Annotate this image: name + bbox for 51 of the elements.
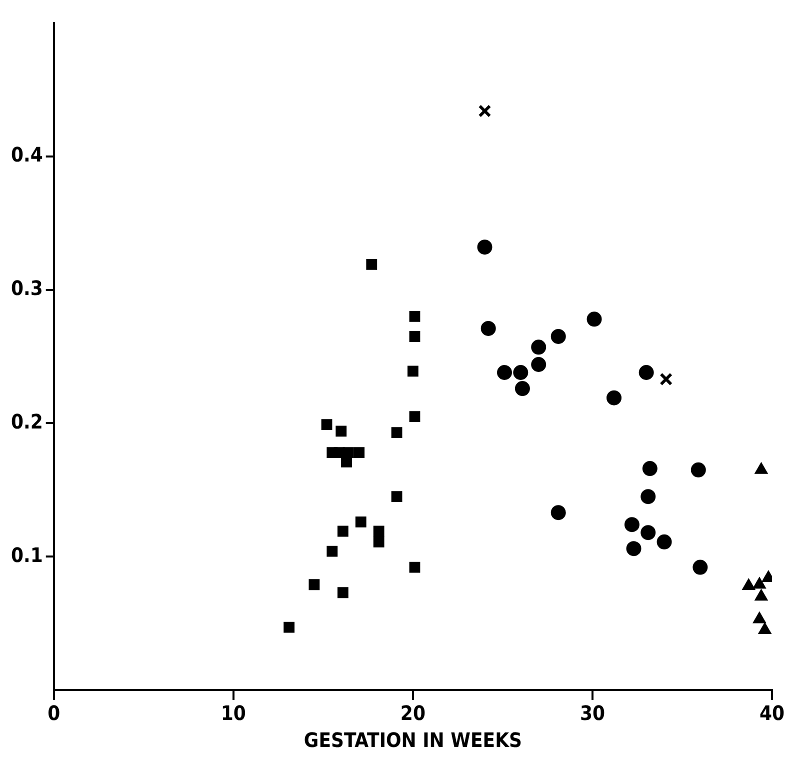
- point: [638, 365, 654, 380]
- point: [409, 311, 420, 322]
- point: [308, 579, 320, 590]
- point: [391, 427, 402, 438]
- y-tick-label: 0.3: [11, 276, 43, 300]
- point: [409, 331, 420, 342]
- point: [550, 505, 566, 520]
- point: [477, 240, 492, 255]
- point: [336, 426, 347, 437]
- x-tick-label: 20: [400, 701, 426, 726]
- point: [531, 357, 546, 372]
- point: [409, 411, 420, 422]
- point: [337, 526, 348, 537]
- point: [284, 622, 295, 633]
- point: [624, 517, 640, 532]
- y-tick-label: 0.2: [11, 409, 43, 434]
- point: [640, 489, 656, 504]
- point: [690, 462, 706, 478]
- point: [513, 365, 528, 380]
- point: [326, 546, 338, 557]
- point: [497, 365, 512, 380]
- point: [354, 447, 365, 458]
- point: [640, 525, 656, 540]
- point: [373, 536, 384, 548]
- point: [660, 372, 673, 386]
- x-tick-label: 30: [580, 701, 605, 726]
- point: [409, 562, 420, 573]
- x-axis-title: GESTATION IN WEEKS: [304, 728, 522, 752]
- point: [480, 320, 496, 336]
- point: [642, 461, 658, 476]
- point: [355, 516, 366, 528]
- point: [550, 328, 566, 344]
- point: [656, 534, 672, 550]
- point: [626, 541, 642, 556]
- point: [337, 587, 348, 598]
- point: [606, 390, 622, 406]
- point: [321, 419, 332, 430]
- point: [391, 491, 402, 502]
- point: [373, 526, 384, 537]
- x-tick-label: 0: [48, 701, 60, 726]
- point: [692, 560, 708, 575]
- x-tick-label: 40: [759, 701, 785, 726]
- point: [478, 104, 492, 118]
- point: [531, 340, 546, 355]
- point: [407, 366, 418, 377]
- y-tick-label: 0.1: [11, 542, 43, 567]
- x-tick-label: 10: [220, 701, 246, 726]
- point: [366, 259, 378, 270]
- y-tick-label: 0.4: [11, 142, 43, 167]
- point: [514, 381, 530, 396]
- point: [586, 312, 602, 327]
